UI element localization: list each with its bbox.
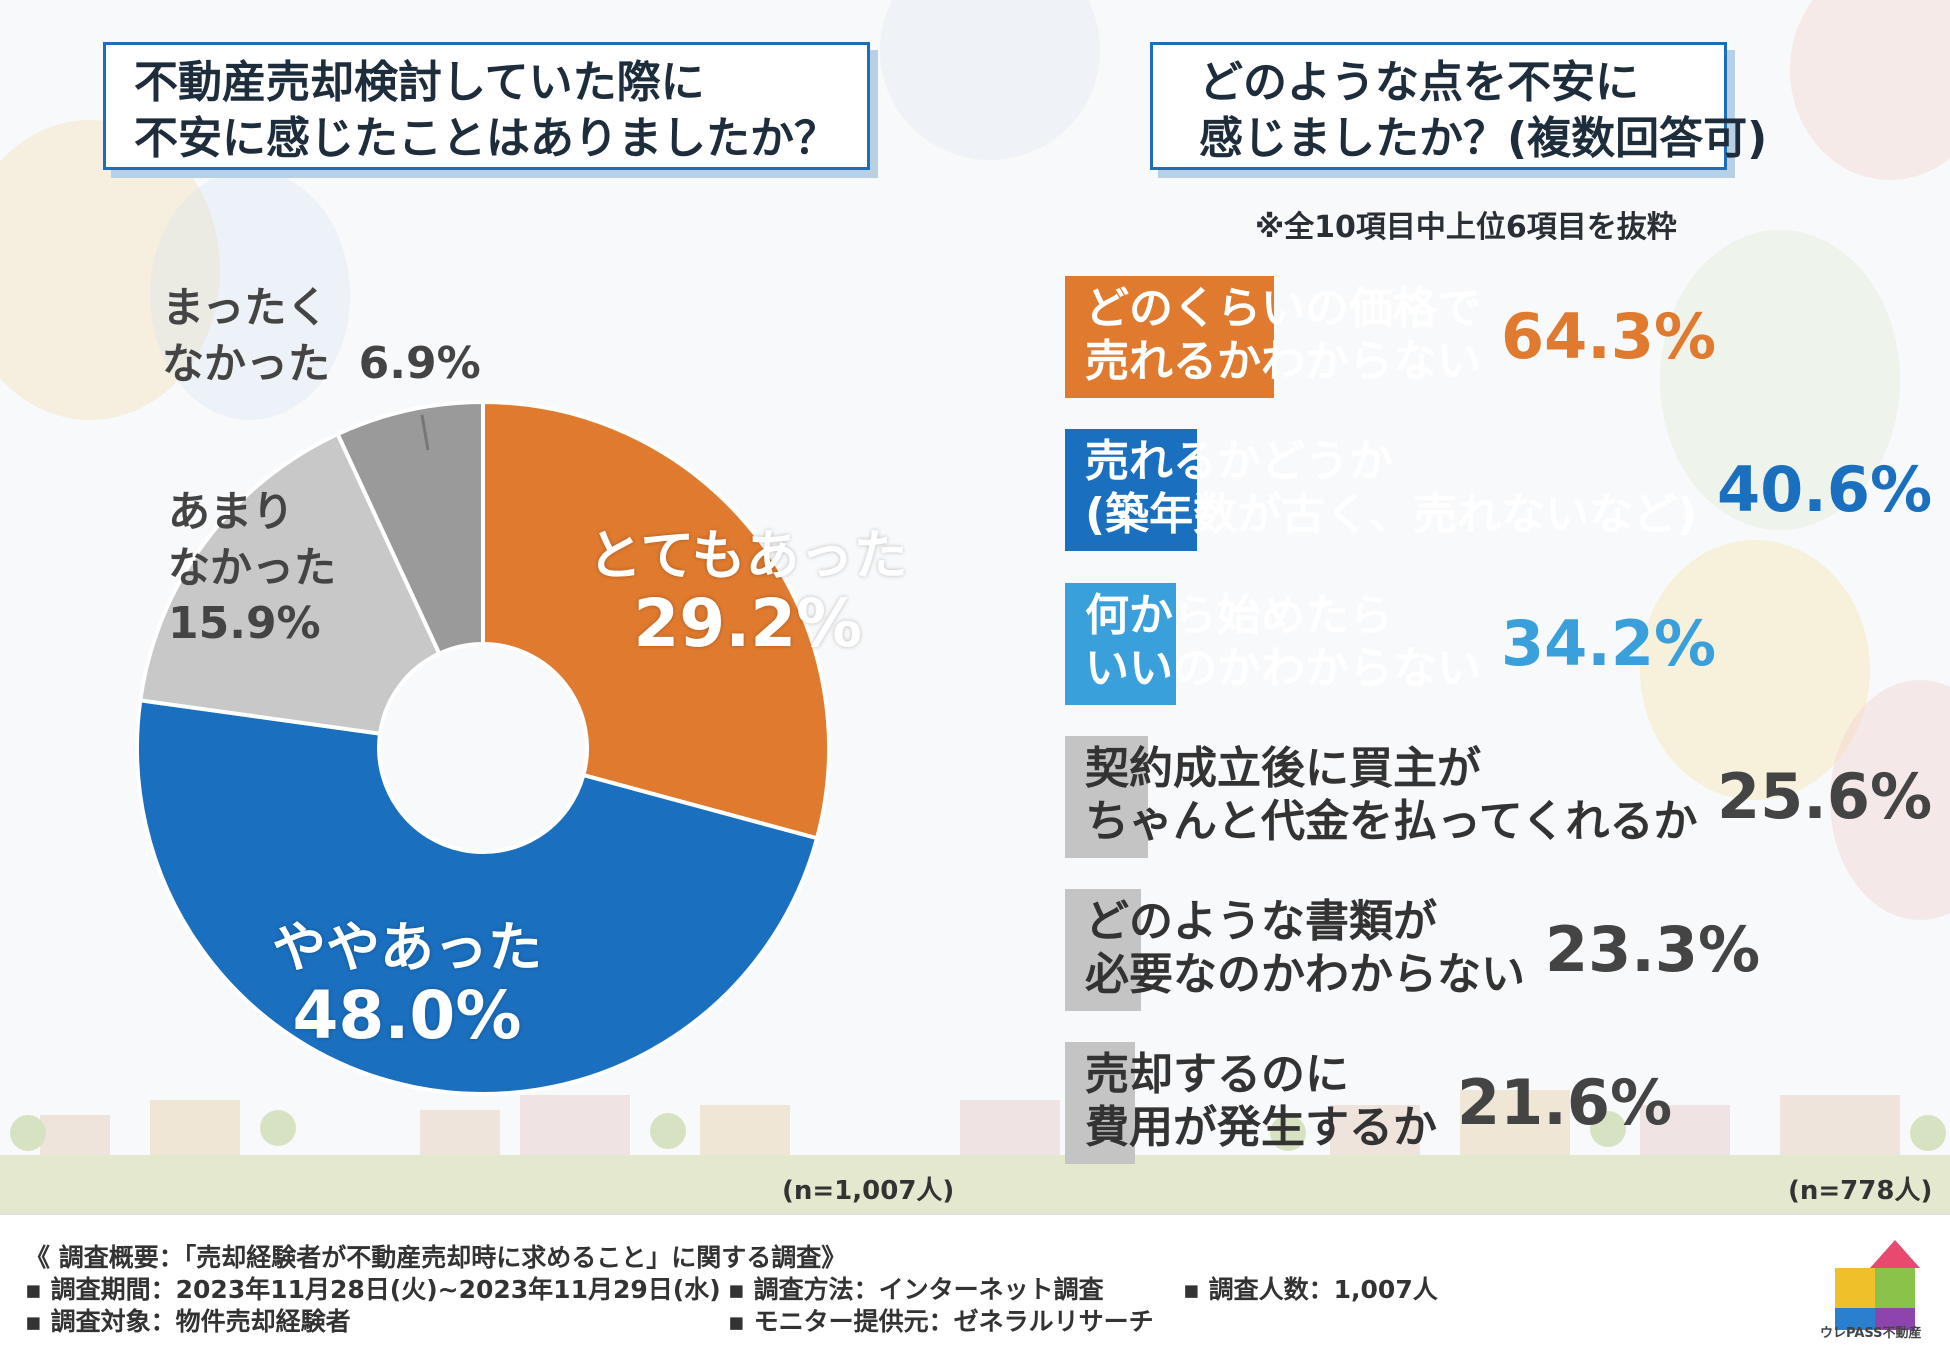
survey-period: ▪ 調査期間：2023年11月28日(火)~2023年11月29日(水) [25,1275,721,1304]
left-title-line1: 不動産売却検討していた際に [134,57,705,108]
bar-fill [1065,429,1197,551]
bar-value-label: 21.6% [1457,1066,1673,1139]
survey-target: ▪ 調査対象：物件売却経験者 [25,1307,351,1336]
bar-label-line1: どのくらいの価格で [1085,283,1481,334]
slice-name-1: まったく [162,283,329,332]
slice-name-2: なかった [168,543,337,592]
bar-label: 売れるかどうか (築年数が古く、売れないなど) [1085,435,1697,541]
bg-balloon [0,120,220,420]
bar-label-line2: 売れるかわからない [1085,336,1481,387]
left-title-box: 不動産売却検討していた際に 不安に感じたことはありましたか？ [103,42,870,170]
town-silhouette [0,1085,1950,1155]
bar-fill [1065,889,1141,1011]
slice-pct: 48.0% [292,977,522,1054]
bar-label: 売却するのに 費用が発生するか [1085,1048,1437,1154]
left-n-label: (n=1,007人) [782,1176,955,1206]
slice-yaya [135,698,820,1096]
bar-label: どのくらいの価格で 売れるかわからない [1085,282,1481,388]
bg-balloon [150,170,350,420]
bar-value-label: 34.2% [1501,607,1717,680]
slice-pct: 6.9% [358,338,481,389]
donut-chart [135,399,831,1096]
slice-pct: 29.2% [633,585,863,662]
slice-name-2: なかった [162,339,331,388]
slice-mattaku [334,399,485,657]
footer-band [0,1213,1950,1352]
right-title-line2: 感じましたか？(複数回答可) [1199,113,1768,164]
brand-logo-text: ウレPASS不動産 [1820,1326,1922,1341]
bar-label: 契約成立後に買主が ちゃんと代金を払ってくれるか [1085,742,1697,848]
slice-label-yaya: ややあった 48.0% [272,914,542,1050]
right-title-box: どのような点を不安に 感じましたか？(複数回答可) [1150,42,1768,170]
bar-label: どのような書類が 必要なのかわからない [1085,895,1525,1001]
slice-label-totemo: とてもあった 29.2% [588,522,908,658]
survey-heading: 《 調査概要：「売却経験者が不動産売却時に求めること」に関する調査》 [25,1243,847,1272]
bar-label-line1: 売れるかどうか [1085,436,1393,487]
leader-line [420,414,430,451]
bar-value-label: 64.3% [1501,300,1717,373]
survey-monitor: ▪ モニター提供元：ゼネラルリサーチ [728,1307,1154,1336]
right-note: ※全10項目中上位6項目を抜粋 [1255,210,1677,245]
bar-label-line2: 必要なのかわからない [1085,949,1525,1000]
bar-label: 何から始めたら いいのかわからない [1085,589,1481,695]
bar-label-line1: どのような書類が [1085,896,1437,947]
bar-label-line2: (築年数が古く、売れないなど) [1085,489,1698,540]
slice-totemo [481,399,831,841]
right-title-line1: どのような点を不安に [1199,57,1639,108]
bar-fill [1065,1042,1135,1164]
bar-label-line2: ちゃんと代金を払ってくれるか [1085,796,1698,847]
bg-balloon [1640,540,1870,800]
bg-balloon [1790,0,1950,180]
slice-amari [138,431,442,736]
slice-name: とてもあった [588,524,908,587]
bar-fill [1065,276,1274,398]
bar-fill [1065,736,1148,858]
bar-label-line2: 費用が発生するか [1085,1102,1437,1153]
bar-label-line1: 売却するのに [1085,1049,1349,1100]
bar-fill [1065,583,1176,705]
bar-value-label: 25.6% [1717,760,1933,833]
brand-logo-icon [1835,1240,1920,1330]
survey-count: ▪ 調査人数：1,007人 [1183,1275,1438,1304]
right-n-label: (n=778人) [1788,1176,1933,1206]
bar-label-line1: 何から始めたら [1085,590,1393,641]
slice-label-mattaku: まったく なかった 6.9% [162,280,481,392]
slice-label-amari: あまり なかった 15.9% [168,484,336,652]
slice-name: ややあった [272,916,542,979]
bar-value-label: 40.6% [1717,453,1933,526]
bg-balloon [1660,230,1900,530]
left-title-line2: 不安に感じたことはありましたか？ [134,113,838,164]
bar-value-label: 23.3% [1545,913,1761,986]
survey-method: ▪ 調査方法：インターネット調査 [728,1275,1104,1304]
bar-label-line2: いいのかわからない [1085,643,1481,694]
slice-name-1: あまり [168,487,295,536]
bar-label-line1: 契約成立後に買主が [1085,743,1481,794]
slice-pct: 15.9% [168,598,321,649]
ground-strip [0,1155,1950,1213]
